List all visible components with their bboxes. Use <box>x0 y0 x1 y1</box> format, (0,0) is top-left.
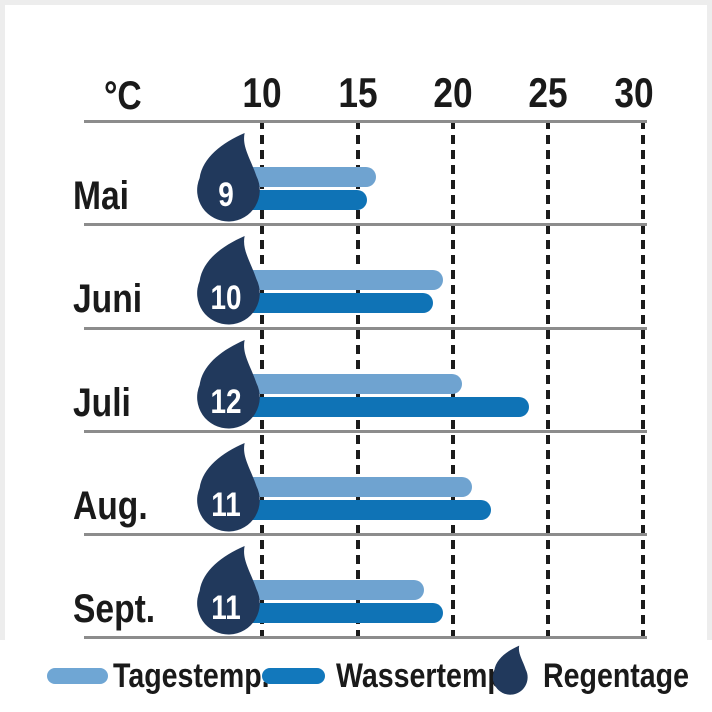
axis-line-bottom <box>84 636 647 639</box>
row-separator <box>84 533 647 536</box>
water-temp-bar <box>235 500 491 520</box>
axis-tick-30: 30 <box>614 69 654 116</box>
edge-artifact <box>707 0 712 640</box>
axis-tick-15: 15 <box>338 69 378 116</box>
day-temp-bar <box>235 374 462 394</box>
row-sept: 11 Sept. <box>0 533 712 637</box>
row-juli: 12 Juli <box>0 327 712 431</box>
gridline-30 <box>641 120 645 638</box>
rain-days-value: 11 <box>211 589 241 627</box>
edge-artifact <box>0 0 712 5</box>
water-temp-bar <box>235 603 443 623</box>
row-juni: 10 Juni <box>0 223 712 327</box>
edge-artifact <box>0 0 5 640</box>
day-temp-bar <box>235 580 424 600</box>
water-temp-bar <box>235 397 529 417</box>
axis-tick-20: 20 <box>433 69 473 116</box>
day-temp-legend-label: Tagestemp. <box>113 657 270 695</box>
rain-days-value: 12 <box>210 383 242 421</box>
row-separator <box>84 430 647 433</box>
row-separator <box>84 223 647 226</box>
rain-days-value: 9 <box>218 176 234 214</box>
water-temp-legend-label: Wassertemp. <box>336 657 513 695</box>
month-label: Sept. <box>73 587 156 631</box>
raindrop-icon <box>491 643 529 697</box>
day-temp-bar <box>235 477 472 497</box>
month-label: Juli <box>73 381 131 425</box>
day-temp-swatch <box>47 668 108 684</box>
row-separator <box>84 327 647 330</box>
axis-tick-10: 10 <box>242 69 282 116</box>
water-temp-bar <box>235 293 433 313</box>
legend: Tagestemp. Wassertemp. Regentage <box>0 640 712 712</box>
gridline-25 <box>546 120 550 638</box>
month-label: Aug. <box>73 484 148 528</box>
axis-unit-label: °C <box>104 74 142 118</box>
row-mai: 9 Mai <box>0 120 712 224</box>
day-temp-bar <box>235 270 443 290</box>
month-label: Juni <box>73 277 143 321</box>
row-aug: 11 Aug. <box>0 430 712 534</box>
rain-days-value: 10 <box>210 279 242 317</box>
rain-days-value: 11 <box>211 486 241 524</box>
axis-tick-25: 25 <box>528 69 568 116</box>
axis-line-top <box>84 120 647 123</box>
rain-legend-label: Regentage <box>543 657 690 695</box>
month-label: Mai <box>73 174 130 218</box>
water-temp-swatch <box>262 668 325 684</box>
water-temp-bar <box>235 190 367 210</box>
day-temp-bar <box>235 167 376 187</box>
